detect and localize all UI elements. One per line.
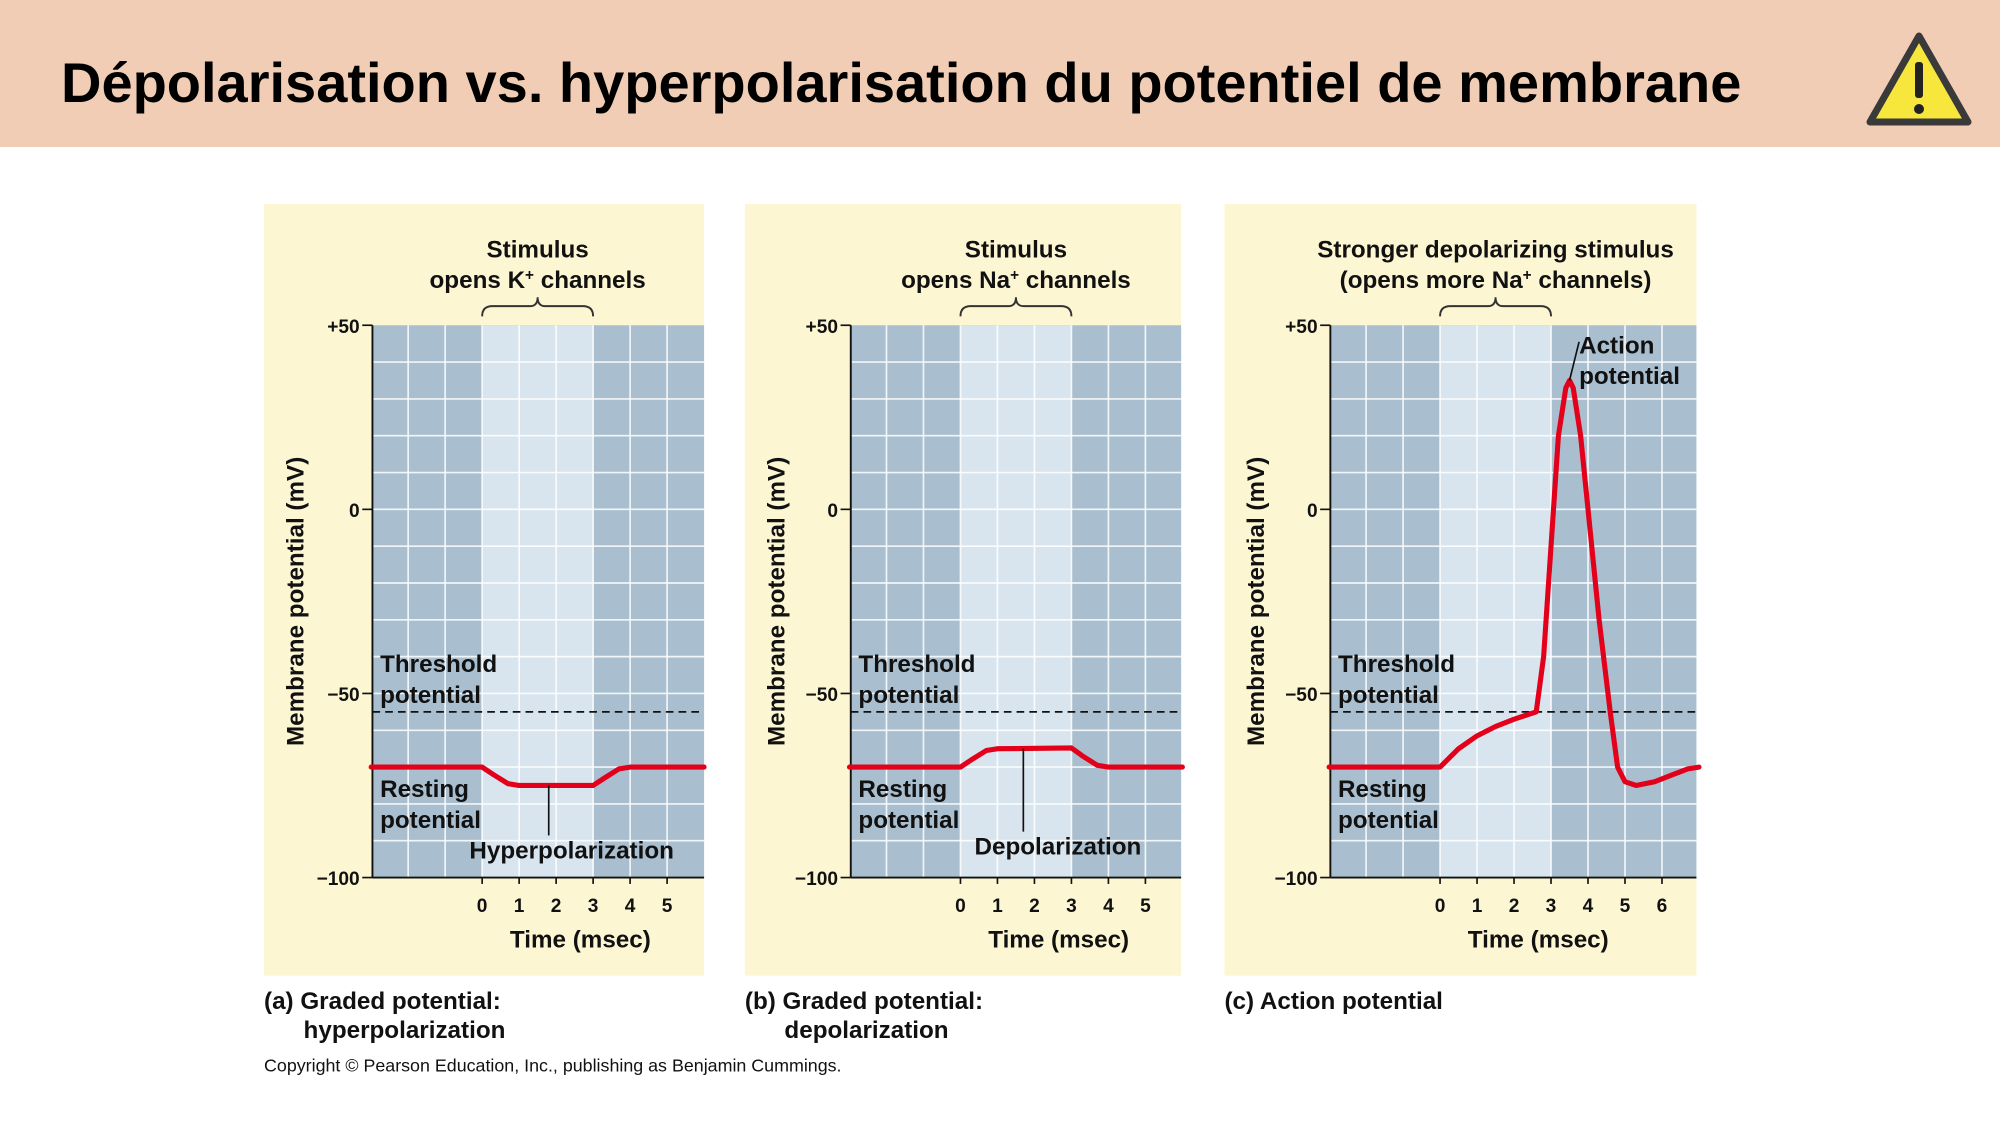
stimulus-text: channels [534,267,646,294]
stimulus-window [960,325,1072,878]
panel-caption: depolarization [784,1017,948,1044]
stimulus-label: Stimulus [965,237,1067,264]
x-tick-label: 5 [662,896,673,917]
threshold-label: Threshold [858,651,975,678]
stimulus-brace [481,297,595,317]
y-axis-label: Membrane potential (mV) [1243,457,1270,746]
resting-label: potential [1338,807,1439,834]
hyperpolarization-label: Hyperpolarization [469,837,674,864]
y-axis-label: Membrane potential (mV) [283,457,310,746]
membrane-potential-trace [846,745,1185,770]
y-axis-label: Membrane potential (mV) [763,457,790,746]
x-tick-label: 5 [1620,896,1631,917]
membrane-potential-trace [1326,377,1702,789]
superscript: + [525,267,534,284]
panel-caption: hyperpolarization [304,1017,506,1044]
y-tick-label: +50 [806,317,838,338]
threshold-label: potential [1338,682,1439,709]
stimulus-label-2: opens K+ channels [430,267,646,295]
panel-b: +50 0 −50 −100 0 1 2 3 4 5 Time (msec) Membrane pot… [744,204,1185,1044]
superscript: + [1010,267,1019,284]
y-tick-label: −50 [327,685,359,706]
resting-label: potential [380,807,481,834]
action-potential-label: Action [1579,332,1654,359]
stimulus-text: opens K [430,267,526,294]
stimulus-text: channels) [1532,267,1652,294]
x-axis-label: Time (msec) [1468,927,1609,954]
stimulus-text: channels [1019,267,1131,294]
annotation-leader [1568,341,1580,381]
warning-icon [1866,32,1972,126]
stimulus-window [482,325,594,878]
depolarization-label: Depolarization [974,834,1141,861]
threshold-label: Threshold [380,651,497,678]
x-tick-label: 2 [551,896,562,917]
x-tick-label: 3 [1066,896,1077,917]
threshold-label: Threshold [1338,651,1455,678]
stimulus-text: (opens more Na [1340,267,1524,294]
y-tick-label: −50 [1285,685,1317,706]
stimulus-brace [1439,297,1552,317]
panel-c: +50 0 −50 −100 0 1 2 3 4 5 6 Time (msec) Membrane po… [1224,204,1702,1015]
stimulus-label-2: (opens more Na+ channels) [1340,267,1652,295]
x-tick-label: 3 [588,896,599,917]
stimulus-brace [959,297,1073,317]
resting-label: Resting [380,776,469,803]
x-tick-label: 1 [514,896,525,917]
x-tick-label: 0 [955,896,966,917]
x-tick-label: 3 [1546,896,1557,917]
x-tick-label: 0 [1435,896,1446,917]
copyright-notice: Copyright © Pearson Education, Inc., pub… [264,1055,841,1075]
panel-caption: (a) Graded potential: [264,988,501,1015]
resting-label: Resting [858,776,947,803]
header-bar: Dépolarisation vs. hyperpolarisation du … [0,0,2000,147]
y-tick-label: 0 [1307,501,1318,522]
x-tick-label: 2 [1509,896,1520,917]
y-tick-label: +50 [1285,317,1317,338]
action-potential-label: potential [1579,363,1680,390]
x-tick-label: 1 [992,896,1003,917]
x-tick-label: 4 [1103,896,1114,917]
stimulus-label-2: opens Na+ channels [901,267,1131,295]
x-tick-label: 4 [1583,896,1594,917]
x-tick-label: 4 [625,896,636,917]
threshold-label: potential [858,682,959,709]
y-tick-label: −50 [806,685,838,706]
y-tick-label: +50 [327,317,359,338]
x-tick-label: 6 [1657,896,1668,917]
y-tick-label: −100 [1275,869,1318,890]
y-tick-label: −100 [317,869,360,890]
membrane-potential-trace [368,764,707,789]
resting-label: Resting [1338,776,1427,803]
y-tick-label: 0 [349,501,360,522]
stimulus-text: opens Na [901,267,1011,294]
x-axis-label: Time (msec) [510,927,651,954]
threshold-label: potential [380,682,481,709]
y-tick-label: 0 [827,501,838,522]
superscript: + [1523,267,1532,284]
stimulus-window [1440,325,1552,878]
x-axis-label: Time (msec) [988,927,1129,954]
x-tick-label: 5 [1140,896,1151,917]
y-tick-label: −100 [795,869,838,890]
stimulus-label: Stronger depolarizing stimulus [1317,237,1674,264]
panel-caption: (b) Graded potential: [745,988,983,1015]
panel-a: +50 0 −50 −100 0 1 2 3 4 5 Time (msec) Membrane pot… [264,204,707,1044]
stimulus-label: Stimulus [486,237,588,264]
page-title: Dépolarisation vs. hyperpolarisation du … [61,51,1742,114]
x-tick-label: 1 [1472,896,1483,917]
x-tick-label: 2 [1029,896,1040,917]
x-tick-label: 0 [477,896,488,917]
resting-label: potential [858,807,959,834]
panel-caption: (c) Action potential [1224,988,1442,1015]
